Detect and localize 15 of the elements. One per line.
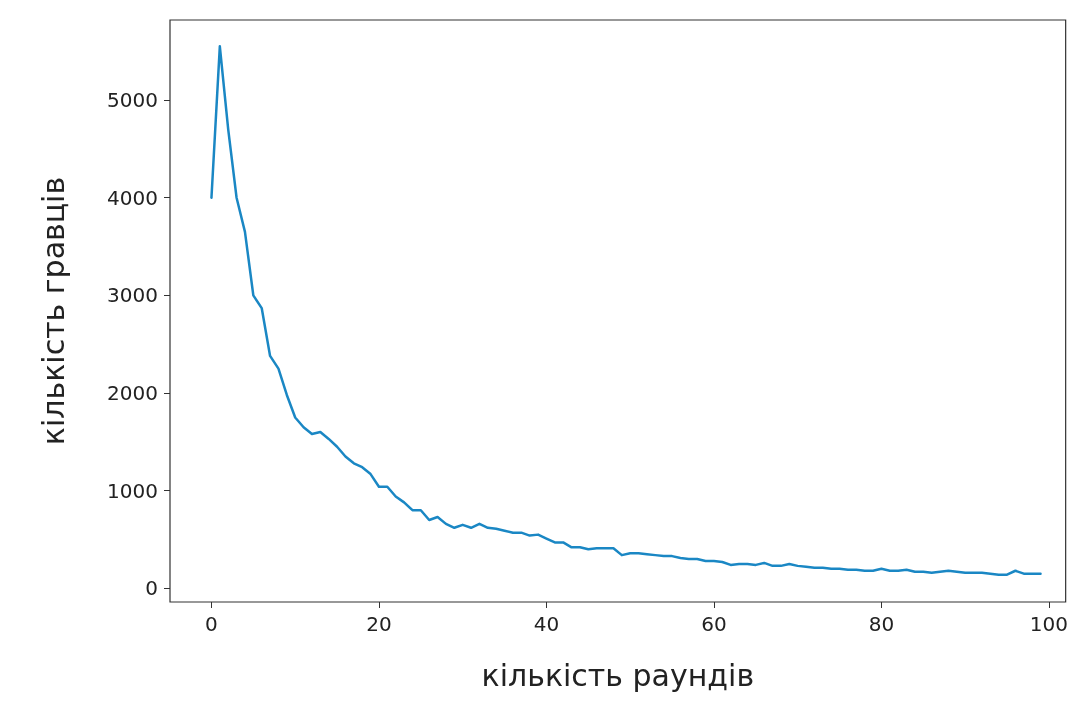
y-axis-title: кількість гравців (35, 176, 71, 446)
y-tick-label: 1000 (107, 478, 158, 503)
x-tick-label: 80 (868, 612, 895, 636)
x-tick-label: 0 (205, 612, 218, 636)
x-tick-label: 20 (366, 612, 392, 636)
y-tick-label: 0 (145, 576, 158, 601)
x-tick-label: 60 (701, 612, 727, 636)
y-tick-label: 2000 (107, 381, 158, 406)
y-tick-label: 3000 (107, 283, 158, 308)
x-axis-title: кількість раундів (481, 657, 755, 693)
x-tick-label: 100 (1029, 612, 1069, 636)
x-tick-label: 40 (533, 612, 560, 636)
y-tick-label: 4000 (107, 185, 158, 210)
line-series (210, 45, 1042, 576)
y-tick-label: 5000 (107, 88, 158, 113)
